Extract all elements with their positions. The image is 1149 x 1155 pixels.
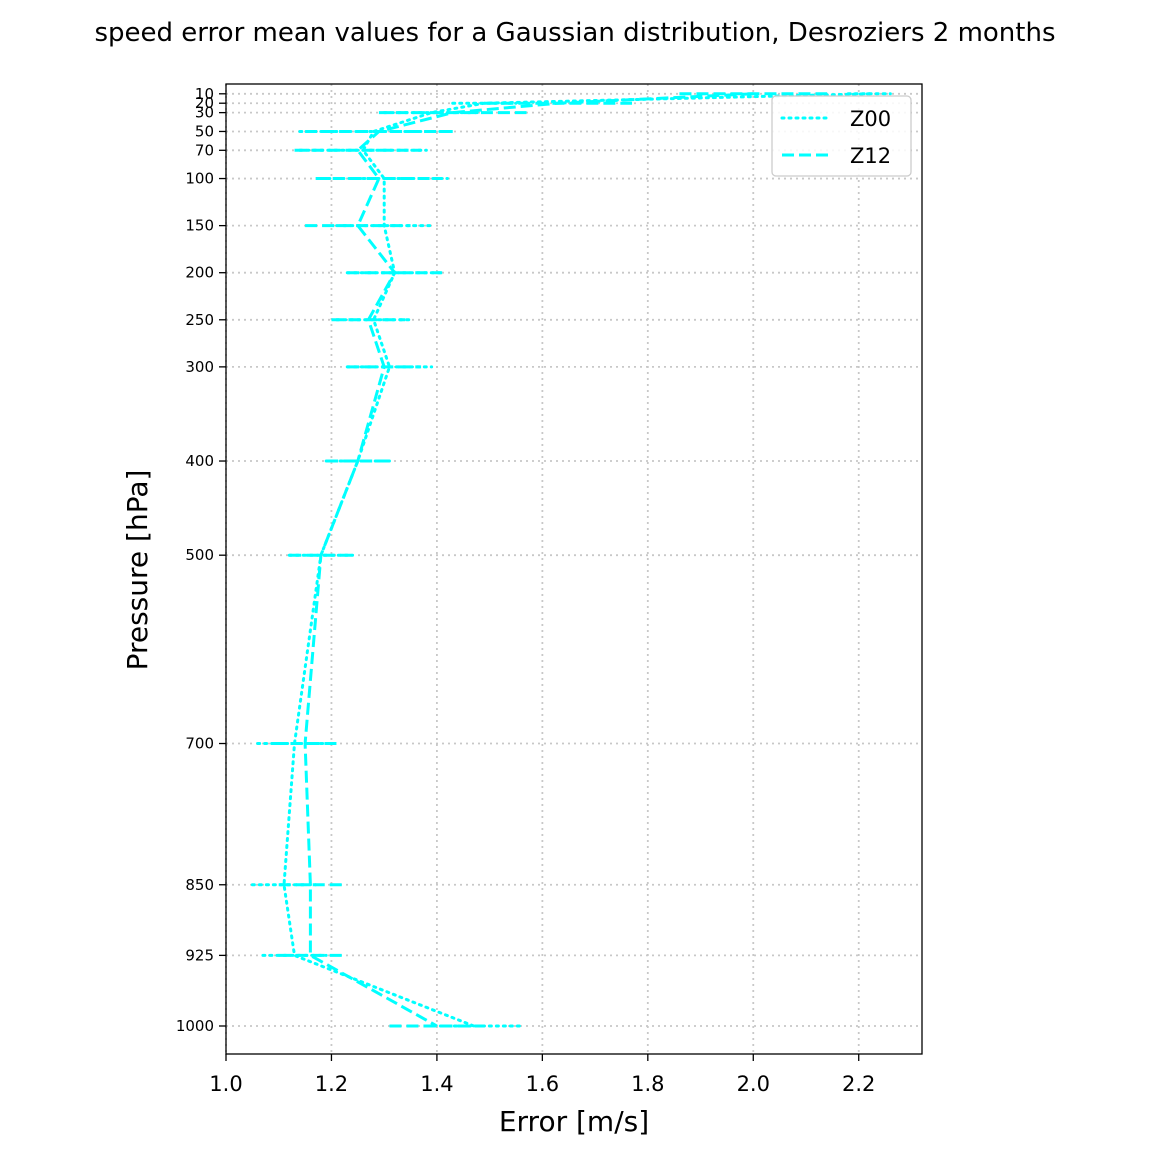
series-line-z12 [303,92,754,1028]
y-tick-label: 50 [195,122,214,140]
plot-frame [225,83,923,1055]
y-tick-label: 70 [195,141,214,159]
y-axis-label: Pressure [hPa] [121,470,154,671]
x-tick-label: 1.0 [209,1072,242,1096]
x-tick-label: 1.4 [420,1072,453,1096]
y-tick-label: 1000 [176,1017,214,1035]
y-tick-label: 400 [185,452,214,470]
x-tick-label: 1.8 [631,1072,664,1096]
y-tick-label: 700 [185,735,214,753]
y-tick-label: 30 [195,104,214,122]
y-tick-label: 10 [195,85,214,103]
y-tick-label: 200 [185,264,214,282]
legend-label-z12: Z12 [850,144,891,168]
y-tick-label: 850 [185,876,214,894]
y-tick-label: 500 [185,546,214,564]
y-tick-label: 925 [185,946,214,964]
series-layer [250,92,892,1028]
x-tick-label: 1.6 [526,1072,559,1096]
x-tick-label: 1.2 [315,1072,348,1096]
x-tick-label: 2.0 [737,1072,770,1096]
y-tick-label: 100 [185,170,214,188]
y-tick-label: 20 [195,94,214,112]
x-tick-label: 2.2 [842,1072,875,1096]
chart-title: speed error mean values for a Gaussian d… [95,18,1056,48]
legend-label-z00: Z00 [850,107,891,131]
y-tick-label: 150 [185,217,214,235]
x-axis-ticks: 1.0 1.2 1.4 1.6 1.8 2.0 2.2 [209,1054,875,1096]
legend: Z00 Z12 [771,95,912,177]
plot-area [226,84,922,1054]
x-axis-label: Error [m/s] [499,1105,649,1138]
y-tick-label: 250 [185,311,214,329]
y-tick-label: 300 [185,358,214,376]
series-line-z00 [282,92,871,1028]
